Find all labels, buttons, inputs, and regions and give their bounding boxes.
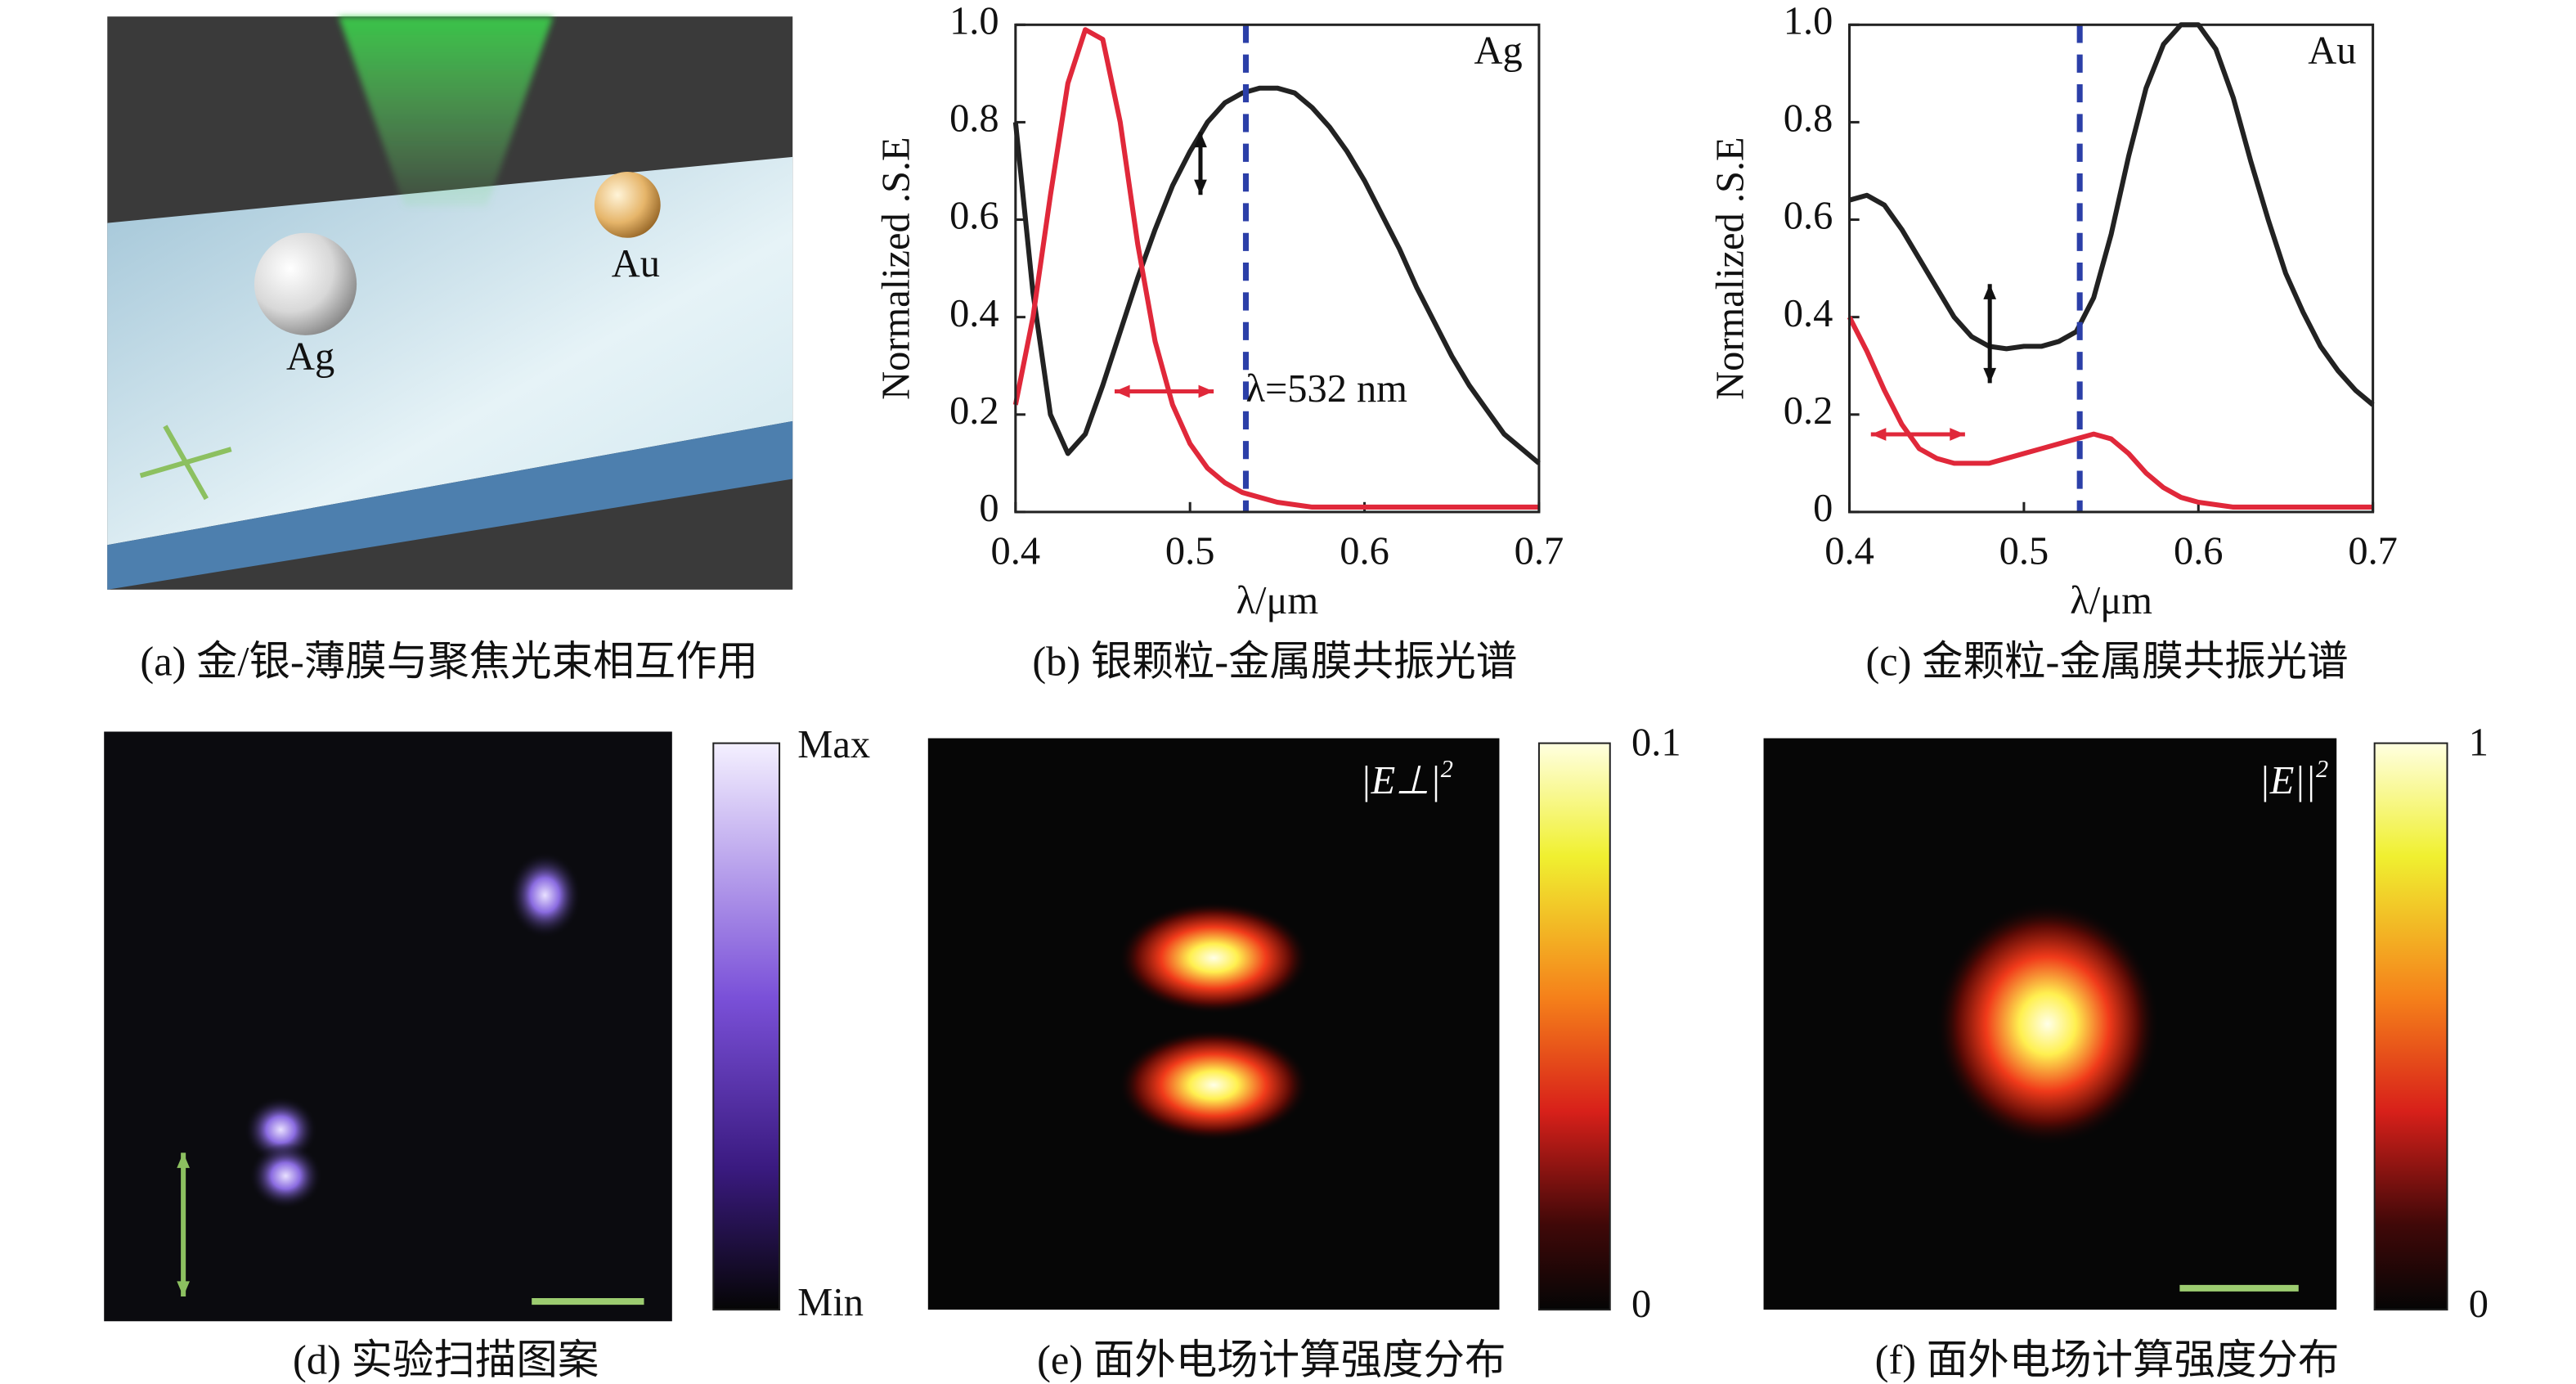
particle-label: Au (612, 242, 660, 285)
colorbar-tick-label: 1 (2469, 721, 2488, 765)
y-tick-label: 0.4 (1784, 292, 1833, 335)
y-tick-label: 0 (1813, 487, 1833, 530)
colorbar (2373, 742, 2448, 1311)
caption: (b) 银颗粒-金属膜共振光谱 (1032, 638, 1517, 684)
panel-e: |E⊥|2 (927, 738, 1611, 1311)
plot-frame (1848, 23, 2375, 514)
series-line (1847, 316, 2373, 510)
x-tick-label: 0.4 (1824, 530, 1874, 573)
scan-spot (249, 1143, 322, 1209)
x-tick-label: 0.7 (1515, 530, 1564, 573)
x-axis-label: λ/μm (1236, 579, 1319, 622)
field-label-sup: 2 (1441, 755, 1453, 783)
arrow-head (1114, 384, 1130, 398)
x-tick-label: 0.6 (2174, 530, 2224, 573)
colorbar-tick-label: 0 (2469, 1283, 2488, 1326)
colorbar-label: Max (797, 723, 870, 766)
y-axis-label: Normalized .S.E (875, 137, 918, 399)
field-label-text: |E⊥| (1360, 759, 1440, 802)
caption: (c) 金颗粒-金属膜共振光谱 (1865, 638, 2348, 684)
y-tick-label: 0.8 (949, 97, 999, 141)
line-chart: 0 0.2 0.4 0.6 0.8 1.0 0.4 0.5 0.6 0.7 Ag λ/μm Normal… (875, 0, 1564, 622)
arrow-head (177, 1281, 190, 1296)
x-tick-label: 0.6 (1340, 530, 1389, 573)
scan-spot (508, 852, 581, 938)
series-line (1012, 85, 1541, 465)
panel-a: Ag Au (107, 16, 793, 590)
x-tick-label: 0.5 (1165, 530, 1215, 573)
colorbar (1537, 742, 1611, 1311)
x-tick-label: 0.7 (2348, 530, 2398, 573)
colorbar-label: Min (797, 1281, 864, 1324)
arrow-head (1983, 367, 1997, 384)
colorbar-tick-label: 0.1 (1631, 721, 1681, 765)
polarization-arrows (139, 425, 232, 501)
film-edge (107, 420, 793, 590)
y-tick-label: 0.4 (949, 292, 999, 335)
arrow-head (1950, 428, 1965, 441)
panel-f: |E||2 (1763, 738, 2448, 1311)
arrow-head (1870, 428, 1887, 441)
y-tick-label: 1.0 (949, 0, 999, 43)
annotation: Ag (1474, 29, 1523, 73)
field-map (927, 738, 1500, 1310)
arrow-head (177, 1153, 190, 1168)
caption: (d) 实验扫描图案 (293, 1337, 599, 1382)
caption: (a) 金/银-薄膜与聚焦光束相互作用 (140, 638, 758, 684)
ag-particle (254, 232, 357, 335)
series-line (1012, 27, 1539, 510)
scan-image (104, 731, 672, 1322)
field-spot (1935, 901, 2161, 1147)
y-tick-label: 0.2 (949, 389, 999, 433)
y-tick-label: 0 (979, 487, 999, 530)
series-line (1848, 22, 2375, 407)
particle-label: Ag (286, 335, 334, 378)
panel-d: Max Min (104, 723, 870, 1324)
y-axis-label: Normalized .S.E (1708, 137, 1752, 399)
y-tick-label: 1.0 (1784, 0, 1833, 43)
laser-beam (338, 16, 554, 207)
plot-frame (1014, 23, 1541, 514)
field-lobe (1118, 901, 1310, 1014)
field-label: |E||2 (2259, 755, 2328, 802)
x-tick-label: 0.5 (1999, 530, 2049, 573)
reference-label: λ=532 nm (1245, 367, 1407, 411)
y-tick-label: 0.2 (1784, 389, 1833, 433)
field-lobe (1118, 1028, 1310, 1142)
au-particle (594, 171, 661, 238)
line-chart: 0 0.2 0.4 0.6 0.8 1.0 0.4 0.5 0.6 0.7 Au λ/μm Normal… (1708, 0, 2398, 622)
colorbar (712, 742, 781, 1311)
field-label-text: |E|| (2259, 759, 2316, 802)
y-tick-label: 0.8 (1784, 97, 1833, 141)
caption: (f) 面外电场计算强度分布 (1875, 1337, 2340, 1382)
colorbar-tick-label: 0 (1631, 1283, 1651, 1326)
arrow-head (1194, 132, 1207, 148)
x-tick-label: 0.4 (991, 530, 1041, 573)
y-tick-label: 0.6 (949, 195, 999, 238)
x-axis-label: λ/μm (2070, 579, 2152, 622)
field-label: |E⊥|2 (1360, 755, 1453, 802)
annotation: Au (2308, 29, 2356, 73)
arrow-head (1194, 179, 1207, 195)
y-tick-label: 0.6 (1784, 195, 1833, 238)
arrow-head (1983, 284, 1997, 299)
caption: (e) 面外电场计算强度分布 (1037, 1337, 1506, 1382)
arrow-head (1198, 384, 1214, 398)
field-label-sup: 2 (2316, 755, 2328, 783)
